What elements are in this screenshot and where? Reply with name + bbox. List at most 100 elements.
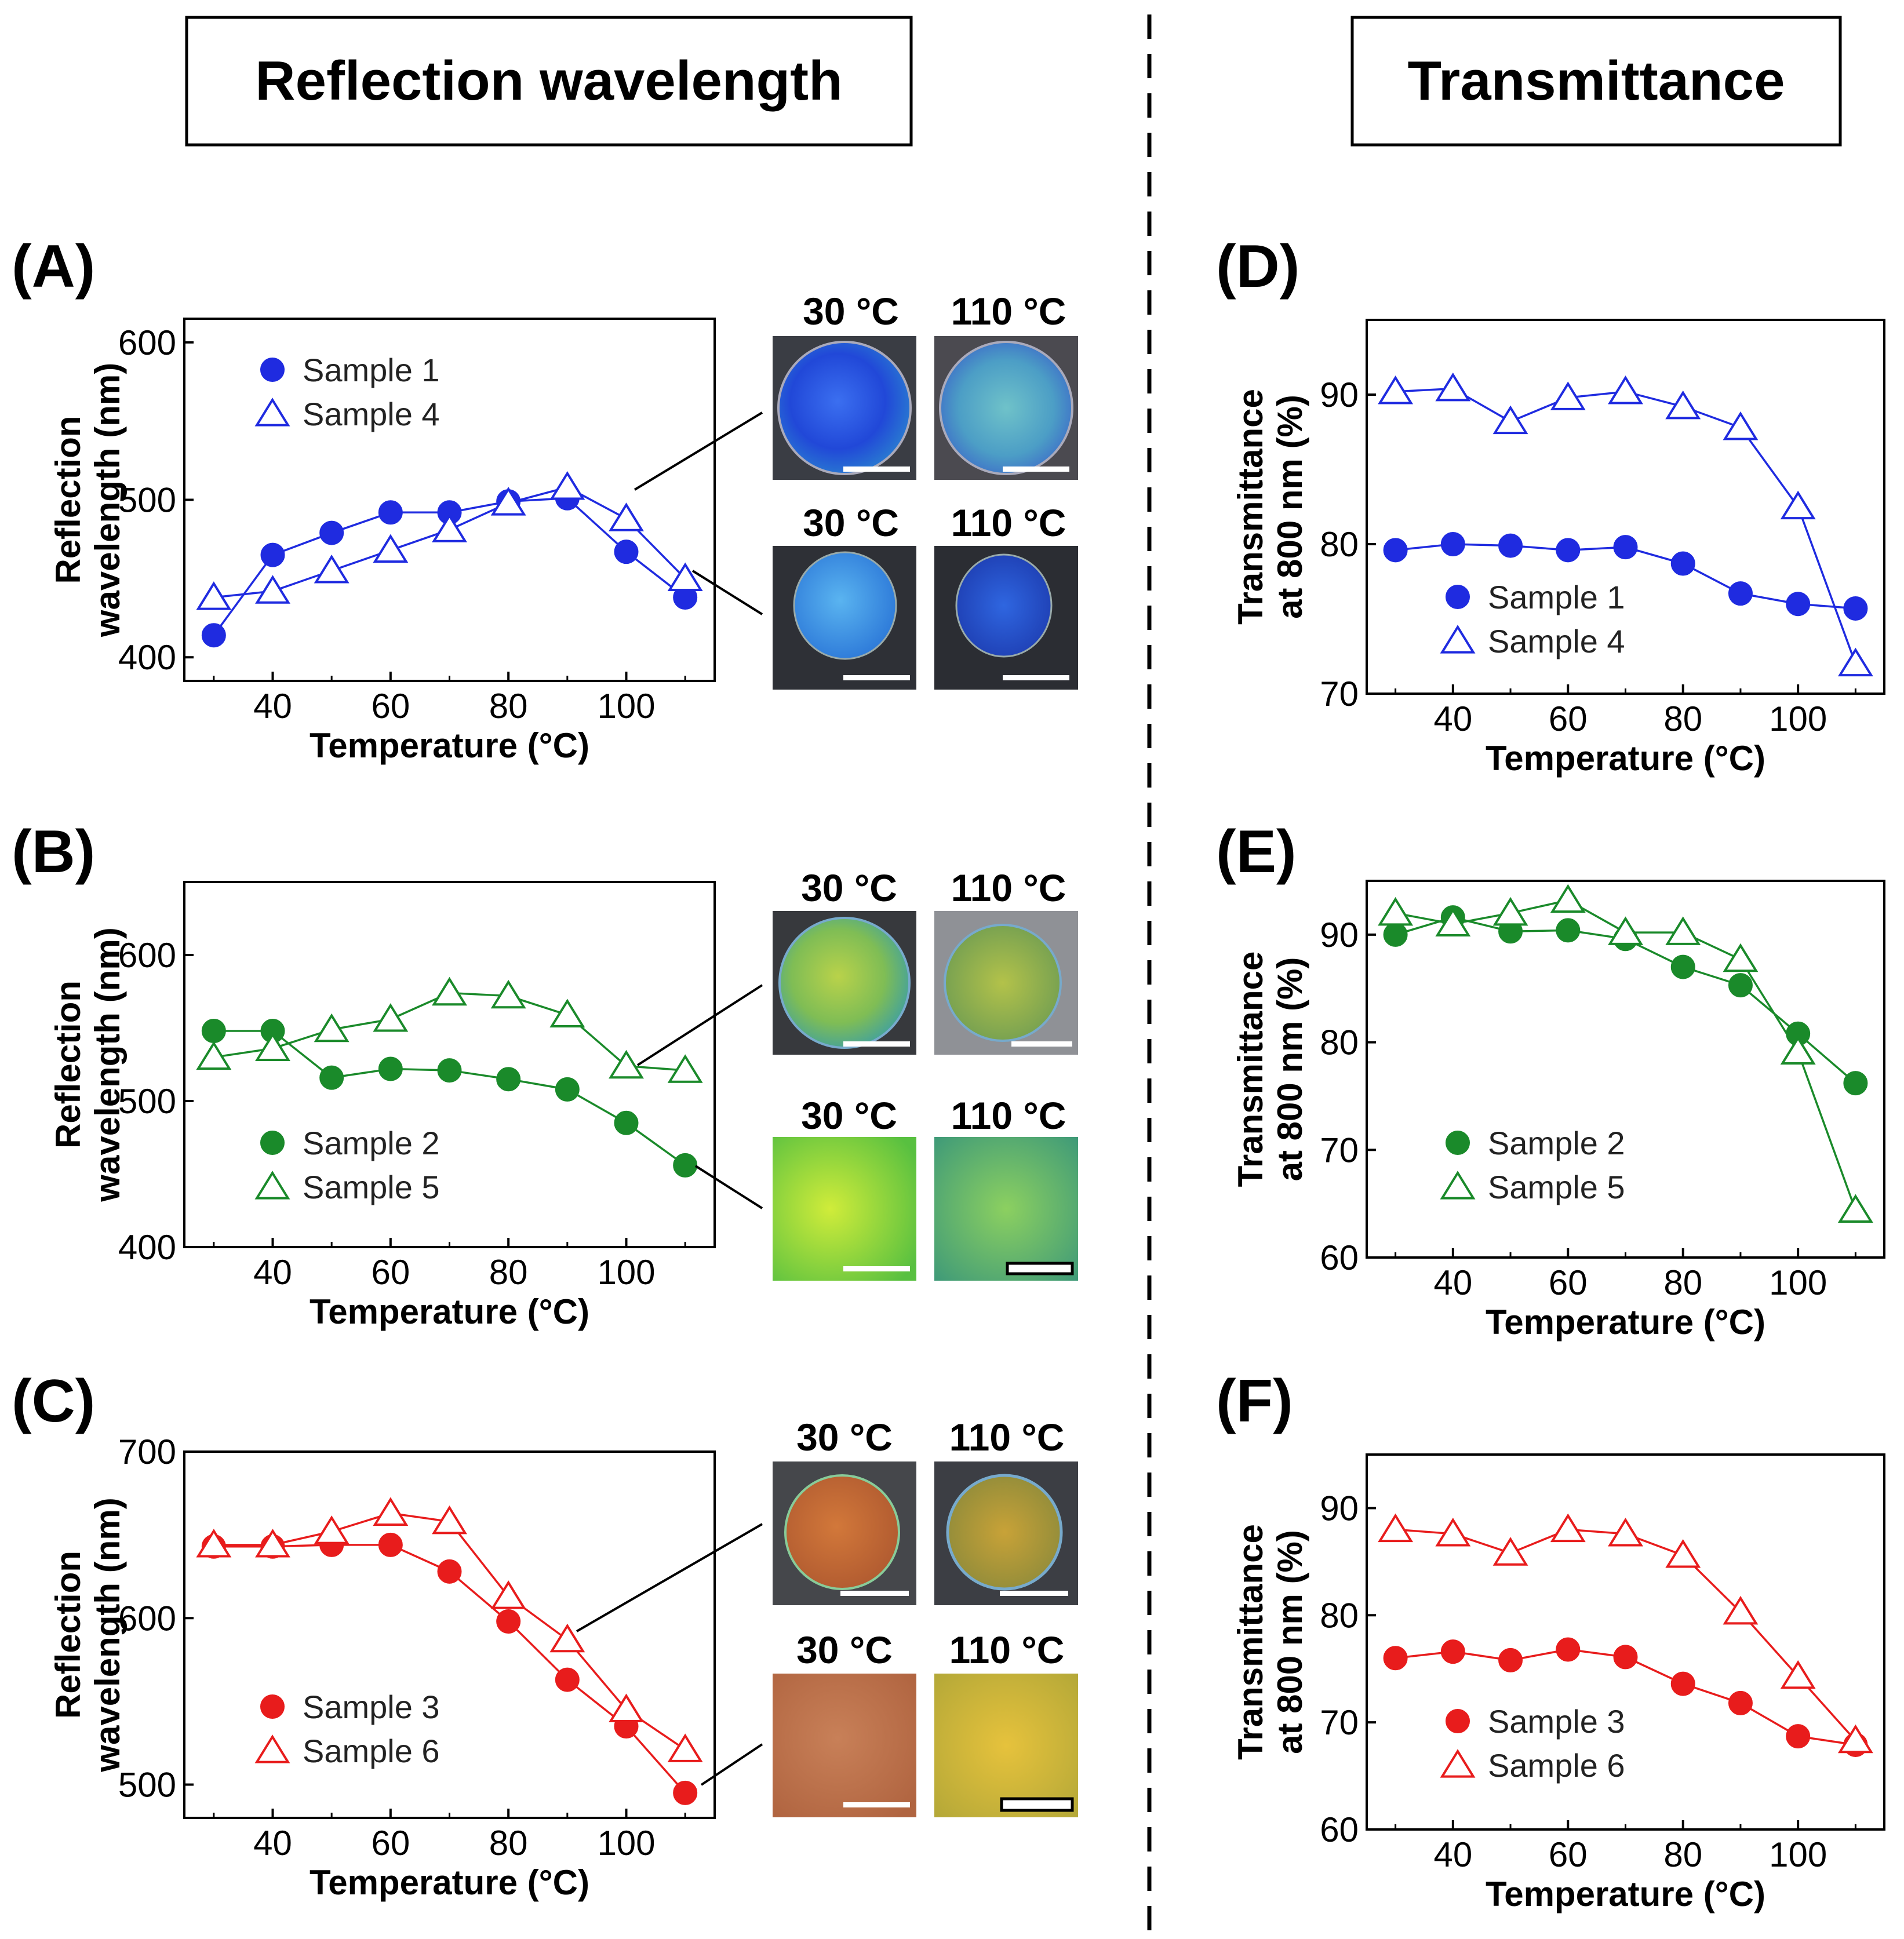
data-point	[1556, 918, 1581, 943]
legend-marker	[254, 1171, 290, 1200]
y-axis-label-line: Transmittance	[1231, 389, 1270, 625]
data-point	[255, 1032, 290, 1061]
data-point	[1843, 596, 1868, 621]
data-point	[1608, 376, 1643, 404]
y-tick-label: 600	[118, 936, 176, 975]
y-axis-label-line: at 800 nm (%)	[1270, 395, 1309, 619]
x-tick-label: 40	[1433, 1835, 1472, 1874]
data-point	[1440, 1639, 1465, 1664]
data-point	[1728, 1690, 1753, 1715]
x-tick-label: 60	[371, 1824, 410, 1863]
panel-letter: (C)	[12, 1368, 95, 1435]
legend-label: Sample 1	[303, 352, 440, 388]
data-point	[1843, 1071, 1868, 1096]
scale-bar	[843, 675, 910, 680]
y-axis-label-line: Reflection	[49, 416, 88, 584]
x-tick-label: 60	[1549, 699, 1588, 738]
scale-bar	[1000, 1797, 1074, 1812]
scale-bar	[843, 1041, 910, 1047]
data-point	[1723, 943, 1759, 972]
reflection-header-box	[185, 16, 913, 147]
data-point	[609, 1693, 644, 1722]
data-point	[255, 575, 290, 604]
photo-group-c-bottom: 30 °C 110 °C	[773, 1628, 1078, 1817]
photo-disc	[946, 1474, 1063, 1591]
x-axis-label: Temperature (°C)	[1486, 1303, 1765, 1342]
chart-panel-f: (F) 40 60 80 100 60 70 80 90 Temperature (°C) Tran…	[1216, 1368, 1885, 1914]
data-point	[378, 1532, 403, 1557]
x-axis-label: Temperature (°C)	[310, 1292, 589, 1331]
photo-label-110c: 110 °C	[951, 290, 1066, 333]
y-tick-label: 400	[118, 638, 176, 677]
data-point	[1435, 907, 1471, 936]
x-axis-label: Temperature (°C)	[1486, 739, 1765, 778]
data-point	[1613, 1645, 1638, 1670]
panel-letter: (F)	[1216, 1368, 1293, 1435]
legend-marker	[1446, 1131, 1470, 1155]
legend-label: Sample 5	[303, 1169, 440, 1205]
data-point	[1435, 1517, 1471, 1547]
data-point	[1613, 535, 1638, 560]
y-tick-label: 70	[1320, 1703, 1359, 1742]
photo-sample3-110c	[934, 1674, 1078, 1817]
data-point	[437, 1058, 462, 1083]
legend-marker	[254, 1734, 290, 1763]
legend-label: Sample 1	[1488, 579, 1625, 615]
scale-bar	[843, 466, 910, 472]
data-point	[373, 1497, 409, 1526]
data-point	[496, 1609, 521, 1634]
y-tick-label: 400	[118, 1228, 176, 1267]
y-axis-label-line: Transmittance	[1231, 952, 1270, 1187]
x-tick-label: 40	[1433, 699, 1472, 738]
data-point	[1378, 896, 1414, 926]
data-point	[1435, 372, 1471, 402]
panel-letter: (B)	[12, 818, 95, 885]
data-point	[1780, 1036, 1816, 1065]
photo-label-110c: 110 °C	[951, 866, 1066, 909]
x-tick-label: 60	[1549, 1835, 1588, 1874]
data-point	[196, 1041, 232, 1070]
pointer-line	[576, 1523, 763, 1632]
chart-panel-e: (E) 40 60 80 100 60 70 80 90 Temperature (°C) Tran…	[1216, 818, 1885, 1342]
transmittance-header-box	[1350, 16, 1842, 147]
legend-label: Sample 4	[1488, 623, 1625, 659]
photo-disc	[939, 341, 1073, 475]
scale-bar	[843, 1802, 910, 1807]
data-point	[609, 1049, 644, 1079]
data-point	[1780, 490, 1816, 520]
photo-label-30c: 30 °C	[801, 866, 897, 909]
legend-label: Sample 6	[303, 1733, 440, 1769]
y-axis-label-line: wavelength (nm)	[88, 363, 127, 637]
photo-label-30c: 30 °C	[796, 1628, 893, 1671]
x-tick-label: 60	[371, 1253, 410, 1292]
data-point	[1670, 954, 1695, 979]
x-tick-label: 40	[253, 1824, 292, 1863]
legend-marker	[1440, 625, 1476, 654]
data-point	[373, 1003, 409, 1032]
data-point	[1665, 916, 1701, 945]
pointer-line	[700, 1743, 763, 1786]
data-point	[1837, 1724, 1873, 1754]
photo-label-110c: 110 °C	[949, 1628, 1065, 1671]
data-point	[667, 1733, 703, 1762]
pointer-line	[691, 570, 763, 615]
y-tick-label: 500	[118, 1082, 176, 1121]
data-point	[1383, 922, 1408, 947]
scale-bar	[1011, 1041, 1072, 1047]
data-point	[1728, 973, 1753, 998]
data-point	[1492, 896, 1528, 926]
scale-bar	[843, 1266, 910, 1271]
data-point	[1723, 411, 1759, 440]
legend-marker	[1446, 1709, 1470, 1733]
legend-label: Sample 4	[303, 396, 440, 432]
pointer-line	[636, 984, 763, 1066]
photo-label-30c: 30 °C	[803, 501, 899, 544]
y-tick-label: 600	[118, 323, 176, 362]
data-point	[432, 1505, 467, 1535]
legend-marker	[254, 398, 290, 427]
legend-label: Sample 6	[1488, 1747, 1625, 1784]
series-line-sample-2	[213, 1030, 686, 1167]
scale-bar	[840, 1591, 909, 1596]
scale-bar	[1000, 1591, 1068, 1596]
